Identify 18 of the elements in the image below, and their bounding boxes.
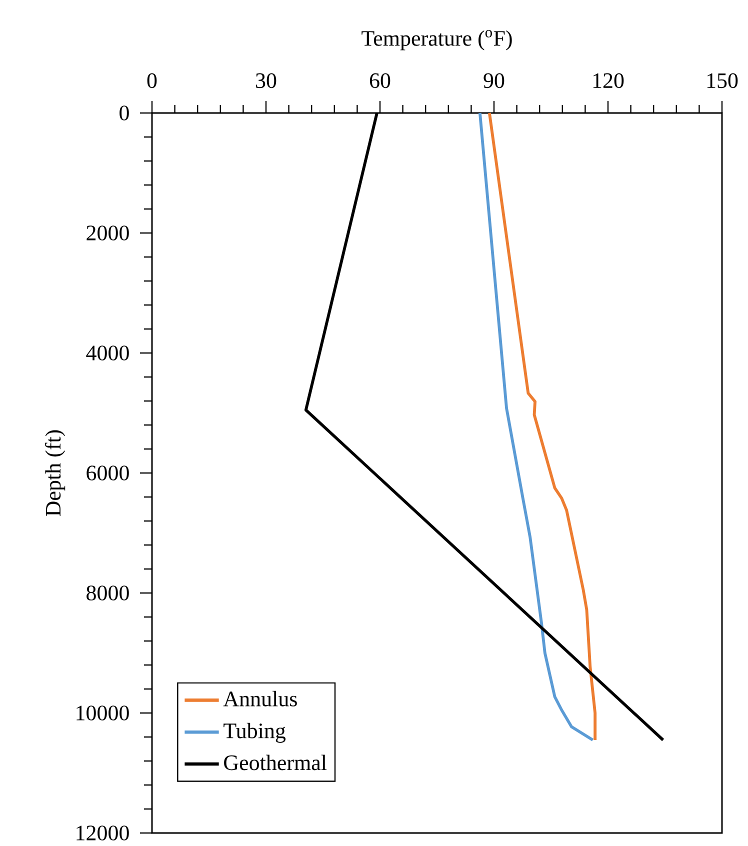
legend-label: Geothermal [224,754,327,770]
y-axis-title: Depth (ft) [44,430,66,516]
x-tick-label: 120 [593,73,624,88]
y-tick-label: 0 [120,106,129,120]
y-tick-label: 8000 [86,586,129,600]
legend-label: Annulus [223,690,297,706]
x-tick-label: 90 [484,73,504,88]
legend-label: Tubing [224,722,286,743]
y-tick-label: 6000 [86,466,129,480]
x-tick-label: 30 [256,73,276,88]
y-tick-label: 2000 [86,226,129,240]
y-tick-label: 4000 [86,346,129,360]
y-tick-label: 10000 [76,706,129,720]
x-tick-label: 0 [147,73,157,88]
x-tick-label: 60 [370,73,390,88]
x-axis-title: Temperature ($^{o}$F) [362,30,512,50]
y-tick-label: 12000 [76,826,129,840]
x-tick-label: 150 [707,73,738,88]
